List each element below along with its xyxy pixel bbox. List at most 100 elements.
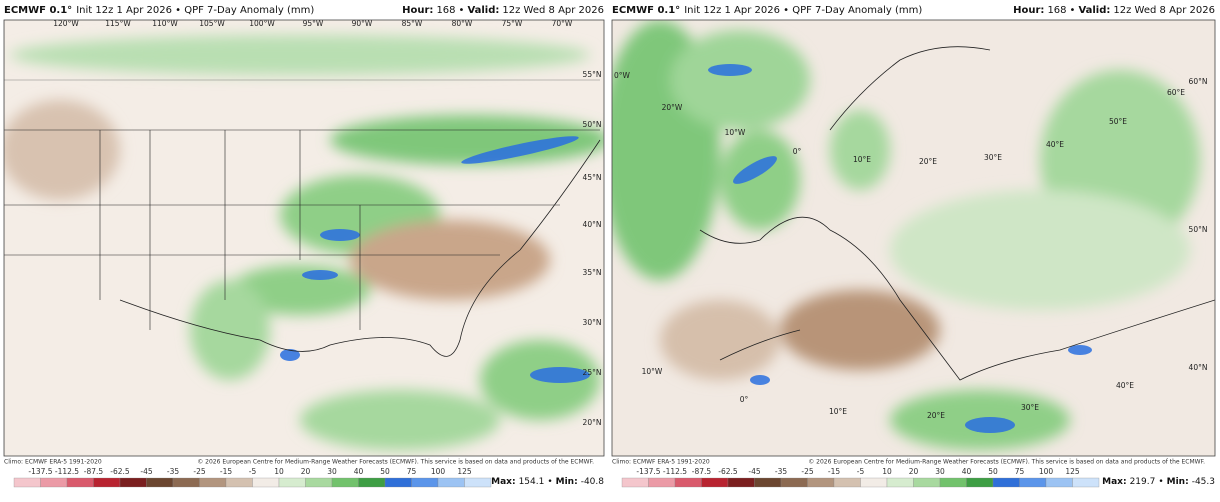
max: 154.1 — [519, 477, 545, 487]
valid-label: Valid: — [1078, 5, 1110, 16]
colorbar-label: -5 — [857, 467, 865, 476]
map-label: 0°W — [614, 71, 631, 80]
colorbar-swatch — [384, 477, 412, 488]
max-label: Max: — [491, 477, 515, 487]
map-label: 50°N — [583, 120, 602, 129]
map-label: 0° — [793, 147, 802, 156]
colorbar-swatch — [199, 477, 227, 488]
map-label: 30°E — [984, 153, 1002, 162]
colorbar-swatch — [1019, 477, 1047, 488]
map-label: 105°W — [199, 19, 225, 28]
colorbar-label: -15 — [220, 467, 232, 476]
colorbar-swatch — [93, 477, 121, 488]
colorbar-swatch — [780, 477, 808, 488]
map-label: 20°E — [919, 157, 937, 166]
min-label: Min: — [556, 477, 578, 487]
max-min: Max: 219.7 • Min: -45.3 — [1102, 477, 1215, 487]
colorbar-label: -112.5 — [663, 467, 687, 476]
colorbar-swatch — [278, 477, 306, 488]
colorbar-swatch — [411, 477, 439, 488]
colorbar-label: -15 — [828, 467, 840, 476]
map-label: 20°E — [927, 411, 945, 420]
colorbar-swatch — [727, 477, 755, 488]
map-label: 120°W — [53, 19, 79, 28]
separator: • — [1070, 5, 1076, 16]
colorbar-label: 75 — [407, 467, 417, 476]
max: 219.7 — [1130, 477, 1156, 487]
copyright: © 2026 European Centre for Medium-Range … — [808, 459, 1205, 466]
colorbar-label: 125 — [1065, 467, 1080, 476]
colorbar-label: 10 — [882, 467, 892, 476]
colorbar-label: -87.5 — [692, 467, 712, 476]
map-us — [4, 20, 604, 456]
separator: • — [547, 477, 552, 487]
map-label: 10°E — [829, 407, 847, 416]
colorbar-swatch — [886, 477, 914, 488]
map-frame — [611, 19, 1216, 457]
map-label: 25°N — [583, 368, 602, 377]
colorbar-label: 30 — [935, 467, 945, 476]
climo: Climo: ECMWF ERA-5 1991-2020 — [4, 459, 102, 466]
header-left: ECMWF 0.1° Init 12z 1 Apr 2026 • QPF 7-Da… — [4, 5, 314, 16]
map-label: 60°N — [1189, 77, 1208, 86]
colorbar-label: 50 — [988, 467, 998, 476]
colorbar-label: -25 — [193, 467, 205, 476]
max-label: Max: — [1102, 477, 1126, 487]
colorbar-swatch — [358, 477, 386, 488]
colorbar-swatch — [807, 477, 835, 488]
colorbar-swatch — [66, 477, 94, 488]
colorbar-label: -25 — [801, 467, 813, 476]
map-label: 85°W — [402, 19, 423, 28]
colorbar-swatch — [674, 477, 702, 488]
colorbar-label: 40 — [354, 467, 364, 476]
map-label: 10°W — [642, 367, 663, 376]
valid: 12z Wed 8 Apr 2026 — [1113, 5, 1215, 16]
min: -45.3 — [1192, 477, 1215, 487]
map-label: 45°N — [583, 173, 602, 182]
map-europe — [612, 20, 1215, 456]
map-label: 40°E — [1046, 140, 1064, 149]
map-label: 70°W — [552, 19, 573, 28]
colorbar-label: 10 — [274, 467, 284, 476]
colorbar-swatch — [252, 477, 280, 488]
colorbar-swatch — [860, 477, 888, 488]
map-label: 75°W — [502, 19, 523, 28]
map-label: 60°E — [1167, 88, 1185, 97]
colorbar-swatch — [13, 477, 41, 488]
max-min: Max: 154.1 • Min: -40.8 — [491, 477, 604, 487]
colorbar-label: 100 — [431, 467, 446, 476]
map-label: 95°W — [303, 19, 324, 28]
colorbar-label: -5 — [249, 467, 257, 476]
separator: • — [459, 5, 465, 16]
product: Init 12z 1 Apr 2026 • QPF 7-Day Anomaly … — [684, 5, 922, 16]
model: ECMWF 0.1° — [4, 5, 72, 16]
header-left: ECMWF 0.1° Init 12z 1 Apr 2026 • QPF 7-Da… — [612, 5, 922, 16]
colorbar-swatch — [146, 477, 174, 488]
map-label: 30°N — [583, 318, 602, 327]
colorbar-label: -35 — [775, 467, 787, 476]
header-right: Hour: 168 • Valid: 12z Wed 8 Apr 2026 — [402, 5, 604, 16]
hour-label: Hour: — [402, 5, 433, 16]
colorbar-swatch — [966, 477, 994, 488]
valid-label: Valid: — [467, 5, 499, 16]
colorbar-label: 100 — [1039, 467, 1054, 476]
colorbar-label: 40 — [962, 467, 972, 476]
map-label: 0° — [740, 395, 749, 404]
map-label: 80°W — [452, 19, 473, 28]
colorbar-swatch — [1072, 477, 1100, 488]
hour: 168 — [436, 5, 455, 16]
colorbar-label: -45 — [140, 467, 152, 476]
colorbar-swatch — [621, 477, 649, 488]
map-label: 10°W — [725, 128, 746, 137]
colorbar-label: 20 — [301, 467, 311, 476]
colorbar-label: 30 — [327, 467, 337, 476]
colorbar-swatch — [172, 477, 200, 488]
colorbar-label: -137.5 — [28, 467, 52, 476]
header-right: Hour: 168 • Valid: 12z Wed 8 Apr 2026 — [1013, 5, 1215, 16]
min: -40.8 — [581, 477, 605, 487]
colorbar-swatch — [119, 477, 147, 488]
map-label: 30°E — [1021, 403, 1039, 412]
valid: 12z Wed 8 Apr 2026 — [502, 5, 604, 16]
map-label: 10°E — [853, 155, 871, 164]
